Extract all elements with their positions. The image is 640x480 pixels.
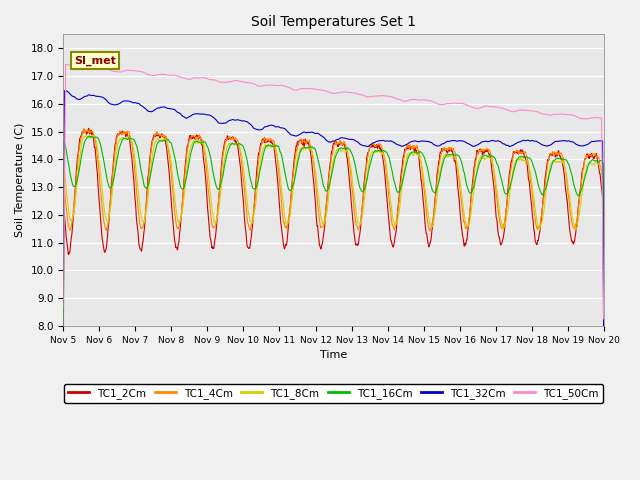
TC1_2Cm — [600, 318, 607, 324]
X-axis label: Time: Time — [320, 350, 347, 360]
TC1_16Cm — [175, 179, 183, 184]
TC1_8Cm — [548, 159, 556, 165]
TC1_8Cm — [600, 180, 607, 186]
TC1_4Cm — [396, 192, 403, 198]
Line: TC1_50Cm: TC1_50Cm — [63, 64, 604, 319]
TC1_2Cm — [548, 152, 556, 157]
TC1_4Cm — [175, 223, 183, 229]
TC1_16Cm — [387, 159, 394, 165]
TC1_2Cm — [84, 125, 92, 131]
TC1_16Cm — [87, 133, 95, 139]
TC1_16Cm — [396, 188, 403, 194]
TC1_4Cm — [387, 205, 394, 211]
TC1_50Cm — [211, 77, 218, 83]
TC1_16Cm — [600, 305, 607, 311]
TC1_4Cm — [600, 186, 607, 192]
TC1_4Cm — [60, 359, 67, 365]
TC1_4Cm — [600, 277, 607, 283]
TC1_32Cm — [396, 143, 403, 148]
TC1_32Cm — [600, 328, 607, 334]
TC1_32Cm — [600, 274, 607, 280]
TC1_8Cm — [600, 327, 607, 333]
TC1_2Cm — [396, 188, 403, 193]
TC1_8Cm — [396, 205, 403, 211]
TC1_50Cm — [62, 61, 70, 67]
TC1_16Cm — [211, 176, 218, 181]
TC1_50Cm — [387, 94, 394, 99]
TC1_2Cm — [387, 233, 394, 239]
TC1_2Cm — [600, 202, 607, 208]
TC1_32Cm — [211, 115, 218, 121]
Line: TC1_32Cm: TC1_32Cm — [63, 91, 604, 331]
TC1_32Cm — [175, 110, 183, 116]
TC1_50Cm — [60, 303, 67, 309]
TC1_2Cm — [60, 316, 67, 322]
Legend: TC1_2Cm, TC1_4Cm, TC1_8Cm, TC1_16Cm, TC1_32Cm, TC1_50Cm: TC1_2Cm, TC1_4Cm, TC1_8Cm, TC1_16Cm, TC1… — [64, 384, 603, 403]
TC1_4Cm — [211, 225, 218, 230]
TC1_50Cm — [396, 96, 403, 102]
TC1_50Cm — [175, 74, 183, 80]
TC1_2Cm — [175, 234, 183, 240]
TC1_16Cm — [548, 160, 556, 166]
TC1_16Cm — [600, 209, 607, 215]
TC1_8Cm — [387, 197, 394, 203]
TC1_4Cm — [548, 149, 556, 155]
TC1_8Cm — [211, 219, 218, 225]
Line: TC1_16Cm: TC1_16Cm — [63, 136, 604, 345]
TC1_8Cm — [89, 132, 97, 138]
Y-axis label: Soil Temperature (C): Soil Temperature (C) — [15, 123, 25, 238]
Line: TC1_8Cm: TC1_8Cm — [63, 135, 604, 330]
TC1_32Cm — [60, 301, 67, 307]
TC1_50Cm — [600, 287, 607, 293]
TC1_2Cm — [211, 240, 218, 246]
Line: TC1_2Cm: TC1_2Cm — [63, 128, 604, 321]
TC1_16Cm — [60, 342, 67, 348]
Title: Soil Temperatures Set 1: Soil Temperatures Set 1 — [251, 15, 416, 29]
TC1_32Cm — [387, 138, 394, 144]
TC1_8Cm — [60, 314, 67, 320]
Line: TC1_4Cm: TC1_4Cm — [63, 129, 604, 362]
TC1_4Cm — [81, 126, 88, 132]
TC1_32Cm — [61, 88, 69, 94]
TC1_8Cm — [175, 220, 183, 226]
TC1_32Cm — [548, 141, 556, 146]
Text: SI_met: SI_met — [74, 56, 116, 66]
TC1_50Cm — [600, 316, 607, 322]
TC1_50Cm — [548, 112, 556, 118]
